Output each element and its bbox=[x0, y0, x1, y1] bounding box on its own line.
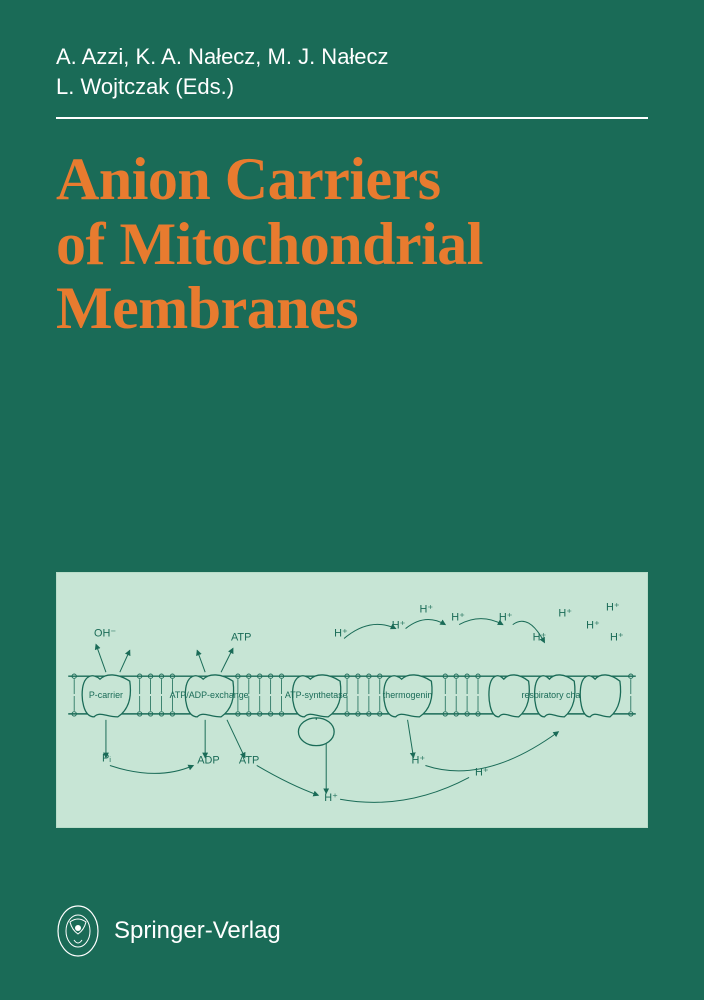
svg-text:ADP: ADP bbox=[197, 755, 219, 767]
divider bbox=[56, 117, 648, 119]
svg-text:H⁺: H⁺ bbox=[334, 628, 348, 640]
svg-text:ATP/ADP-exchange: ATP/ADP-exchange bbox=[170, 690, 249, 700]
svg-text:H⁺: H⁺ bbox=[419, 604, 433, 616]
header-block: A. Azzi, K. A. Nałecz, M. J. Nałecz L. W… bbox=[0, 0, 704, 341]
title-line3: Membranes bbox=[56, 275, 358, 341]
svg-text:H⁺: H⁺ bbox=[533, 631, 547, 643]
svg-text:H⁺: H⁺ bbox=[610, 631, 624, 643]
svg-text:respiratory chain: respiratory chain bbox=[521, 690, 587, 700]
svg-text:H⁺: H⁺ bbox=[392, 620, 406, 632]
svg-text:ATP: ATP bbox=[239, 755, 259, 767]
svg-text:H⁺: H⁺ bbox=[412, 755, 426, 767]
svg-text:H⁺: H⁺ bbox=[499, 612, 513, 624]
membrane-diagram: P-carrier ATP/ADP-exchange ATP-synthetase t… bbox=[56, 572, 648, 828]
svg-text:H⁺: H⁺ bbox=[606, 602, 620, 614]
editors-line1: A. Azzi, K. A. Nałecz, M. J. Nałecz bbox=[56, 44, 389, 69]
editors: A. Azzi, K. A. Nałecz, M. J. Nałecz L. W… bbox=[56, 42, 648, 101]
book-title: Anion Carriers of Mitochondrial Membrane… bbox=[56, 147, 648, 341]
publisher-name: Springer-Verlag bbox=[114, 917, 281, 945]
svg-text:Pᵢ: Pᵢ bbox=[102, 753, 111, 765]
svg-text:ATP: ATP bbox=[231, 631, 251, 643]
springer-logo-icon bbox=[56, 904, 100, 958]
title-line1: Anion Carriers bbox=[56, 146, 441, 212]
svg-text:OH⁻: OH⁻ bbox=[94, 628, 116, 640]
svg-text:ATP-synthetase: ATP-synthetase bbox=[285, 690, 348, 700]
svg-text:thermogenin: thermogenin bbox=[383, 690, 433, 700]
title-line2: of Mitochondrial bbox=[56, 211, 483, 277]
svg-text:H⁺: H⁺ bbox=[586, 620, 600, 632]
diagram-svg: P-carrier ATP/ADP-exchange ATP-synthetase t… bbox=[57, 573, 647, 827]
editors-line2: L. Wojtczak (Eds.) bbox=[56, 74, 234, 99]
publisher-block: Springer-Verlag bbox=[56, 904, 281, 958]
svg-text:P-carrier: P-carrier bbox=[89, 690, 123, 700]
svg-text:H⁺: H⁺ bbox=[558, 608, 572, 620]
svg-text:H⁺: H⁺ bbox=[475, 766, 489, 778]
svg-text:H⁺: H⁺ bbox=[451, 612, 465, 624]
svg-text:H⁺: H⁺ bbox=[324, 792, 338, 804]
